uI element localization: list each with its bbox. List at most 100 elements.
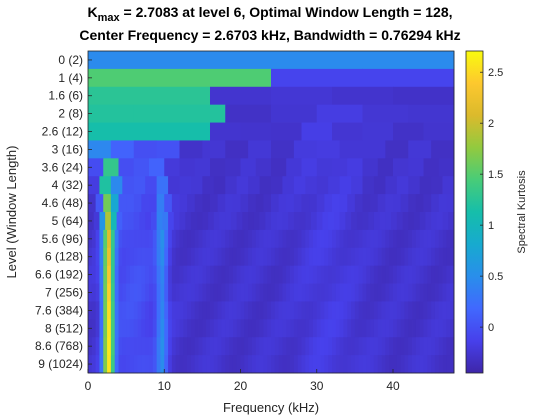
heatmap-cell <box>362 265 367 284</box>
heatmap-cell <box>282 176 295 195</box>
heatmap-cell <box>379 212 386 231</box>
heatmap-cell <box>240 355 245 374</box>
heatmap-cell <box>126 229 131 249</box>
heatmap-cell <box>236 355 241 374</box>
heatmap-cell <box>168 247 173 267</box>
heatmap-cell <box>194 355 199 374</box>
heatmap-cell <box>175 247 180 267</box>
heatmap-cell <box>339 301 344 320</box>
heatmap-cell <box>419 247 424 267</box>
heatmap-cell <box>152 283 158 302</box>
heatmap-cell <box>88 158 104 177</box>
heatmap-cell <box>335 229 341 249</box>
heatmap-cell <box>137 265 142 284</box>
heatmap-cell <box>217 319 222 338</box>
heatmap-cell <box>351 247 356 267</box>
heatmap-cell <box>335 265 341 284</box>
heatmap-cell <box>229 337 234 356</box>
heatmap-cell <box>339 337 344 356</box>
heatmap-cell <box>164 283 169 302</box>
heatmap-cell <box>133 140 158 159</box>
heatmap-cell <box>103 283 108 302</box>
heatmap-cell <box>286 337 291 356</box>
heatmap-cell <box>423 355 428 374</box>
heatmap-cell <box>137 247 142 267</box>
heatmap-cell <box>141 229 146 249</box>
heatmap-cell <box>202 176 215 195</box>
heatmap-cell <box>263 319 268 338</box>
heatmap-cell <box>404 337 409 356</box>
heatmap-cell <box>202 247 207 267</box>
heatmap-cell <box>179 229 184 249</box>
heatmap-cell <box>126 301 131 320</box>
heatmap-cell <box>110 337 116 356</box>
heatmap-cell <box>122 229 127 249</box>
heatmap-cell <box>271 301 276 320</box>
heatmap-cell <box>198 229 203 249</box>
heatmap-cell <box>434 265 440 284</box>
heatmap-cell <box>240 265 245 284</box>
heatmap-cell <box>162 212 169 231</box>
heatmap-cell <box>358 355 363 374</box>
heatmap-cell <box>412 229 417 249</box>
heatmap-cell <box>297 319 302 338</box>
heatmap-cell <box>274 247 280 267</box>
heatmap-cell <box>129 319 135 338</box>
heatmap-cell <box>164 247 169 267</box>
heatmap-cell <box>278 319 283 338</box>
heatmap-cell <box>328 229 333 249</box>
heatmap-cell <box>179 140 203 159</box>
heatmap-cell <box>347 265 352 284</box>
heatmap-cell <box>423 265 428 284</box>
heatmap-cell <box>240 283 245 302</box>
heatmap-cell <box>282 265 287 284</box>
heatmap-cell <box>242 212 249 231</box>
x-tick-label: 0 <box>85 379 92 393</box>
heatmap-cell <box>137 283 142 302</box>
heatmap-cell <box>415 229 421 249</box>
heatmap-cell <box>145 319 150 338</box>
heatmap-cell <box>438 247 443 267</box>
heatmap-cell <box>278 247 283 267</box>
heatmap-cell <box>114 337 119 356</box>
heatmap-cell <box>278 283 283 302</box>
heatmap-cell <box>362 104 409 123</box>
heatmap-cell <box>309 319 314 338</box>
heatmap-cell <box>324 301 329 320</box>
heatmap-cell <box>164 319 169 338</box>
heatmap-cell <box>122 355 127 374</box>
heatmap-cell <box>389 265 394 284</box>
heatmap-cell <box>290 283 295 302</box>
heatmap-cell <box>110 229 116 249</box>
heatmap-cell <box>290 319 295 338</box>
heatmap-cell <box>286 301 291 320</box>
heatmap-cell <box>183 301 188 320</box>
heatmap-cell <box>267 283 272 302</box>
heatmap-cell <box>179 158 196 177</box>
heatmap-cell <box>271 319 276 338</box>
heatmap-cell <box>286 355 291 374</box>
heatmap-cell <box>362 194 371 213</box>
heatmap-cell <box>389 337 394 356</box>
heatmap-cell <box>271 68 363 88</box>
heatmap-cell <box>206 283 211 302</box>
heatmap-cell <box>137 355 142 374</box>
heatmap-cell <box>339 140 363 159</box>
heatmap-cell <box>229 283 234 302</box>
heatmap-cell <box>236 337 241 356</box>
heatmap-cell <box>290 337 295 356</box>
heatmap-cell <box>431 319 436 338</box>
heatmap-cell <box>210 283 215 302</box>
heatmap-cell <box>206 247 211 267</box>
colorbar-tick-label: 0 <box>488 322 494 334</box>
heatmap-cell <box>431 283 436 302</box>
y-tick-label: 4.6 (48) <box>42 196 83 210</box>
heatmap-cell <box>282 247 287 267</box>
heatmap-cell <box>88 194 97 213</box>
y-tick-label: 7.6 (384) <box>35 303 83 317</box>
heatmap-cell <box>171 355 177 374</box>
heatmap-cell <box>301 355 306 374</box>
heatmap-cell <box>347 355 352 374</box>
heatmap-cell <box>278 355 283 374</box>
heatmap-cell <box>358 229 363 249</box>
